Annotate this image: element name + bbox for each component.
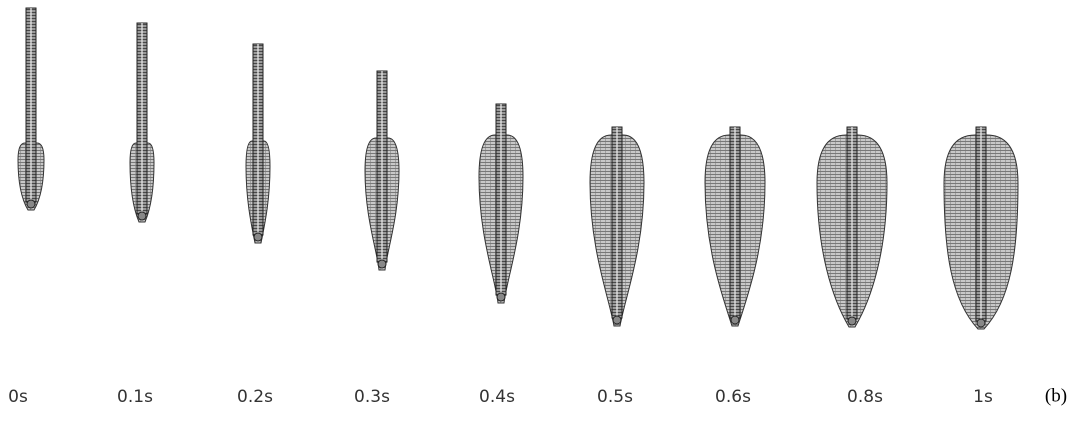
time-label: 0.3s	[354, 387, 390, 407]
preform	[245, 43, 271, 244]
preform	[478, 103, 524, 304]
rod-tip	[976, 318, 986, 328]
panel-label: (b)	[1045, 385, 1067, 406]
rod-tip	[612, 315, 622, 325]
preform	[816, 126, 888, 328]
preform	[364, 70, 400, 271]
time-label: 0.4s	[479, 387, 515, 407]
preform	[129, 22, 155, 223]
time-label: 0s	[8, 387, 28, 407]
time-label: 0.6s	[715, 387, 751, 407]
preform-frames	[17, 7, 1019, 330]
preform	[943, 126, 1019, 330]
rod-tip	[26, 199, 36, 209]
time-label: 0.5s	[597, 387, 633, 407]
rod-tip	[377, 259, 387, 269]
preform	[589, 126, 645, 327]
rod-tip	[137, 211, 147, 221]
preform	[17, 7, 45, 211]
rod-tip	[730, 315, 740, 325]
time-label: 1s	[973, 387, 993, 407]
time-labels: 0s 0.1s 0.2s 0.3s 0.4s 0.5s 0.6s 0.8s 1s	[8, 387, 993, 407]
rod-tip	[253, 232, 263, 242]
time-label: 0.2s	[237, 387, 273, 407]
rod-tip	[847, 316, 857, 326]
rod-tip	[496, 292, 506, 302]
preform	[704, 126, 766, 327]
time-label: 0.1s	[117, 387, 153, 407]
time-label: 0.8s	[847, 387, 883, 407]
